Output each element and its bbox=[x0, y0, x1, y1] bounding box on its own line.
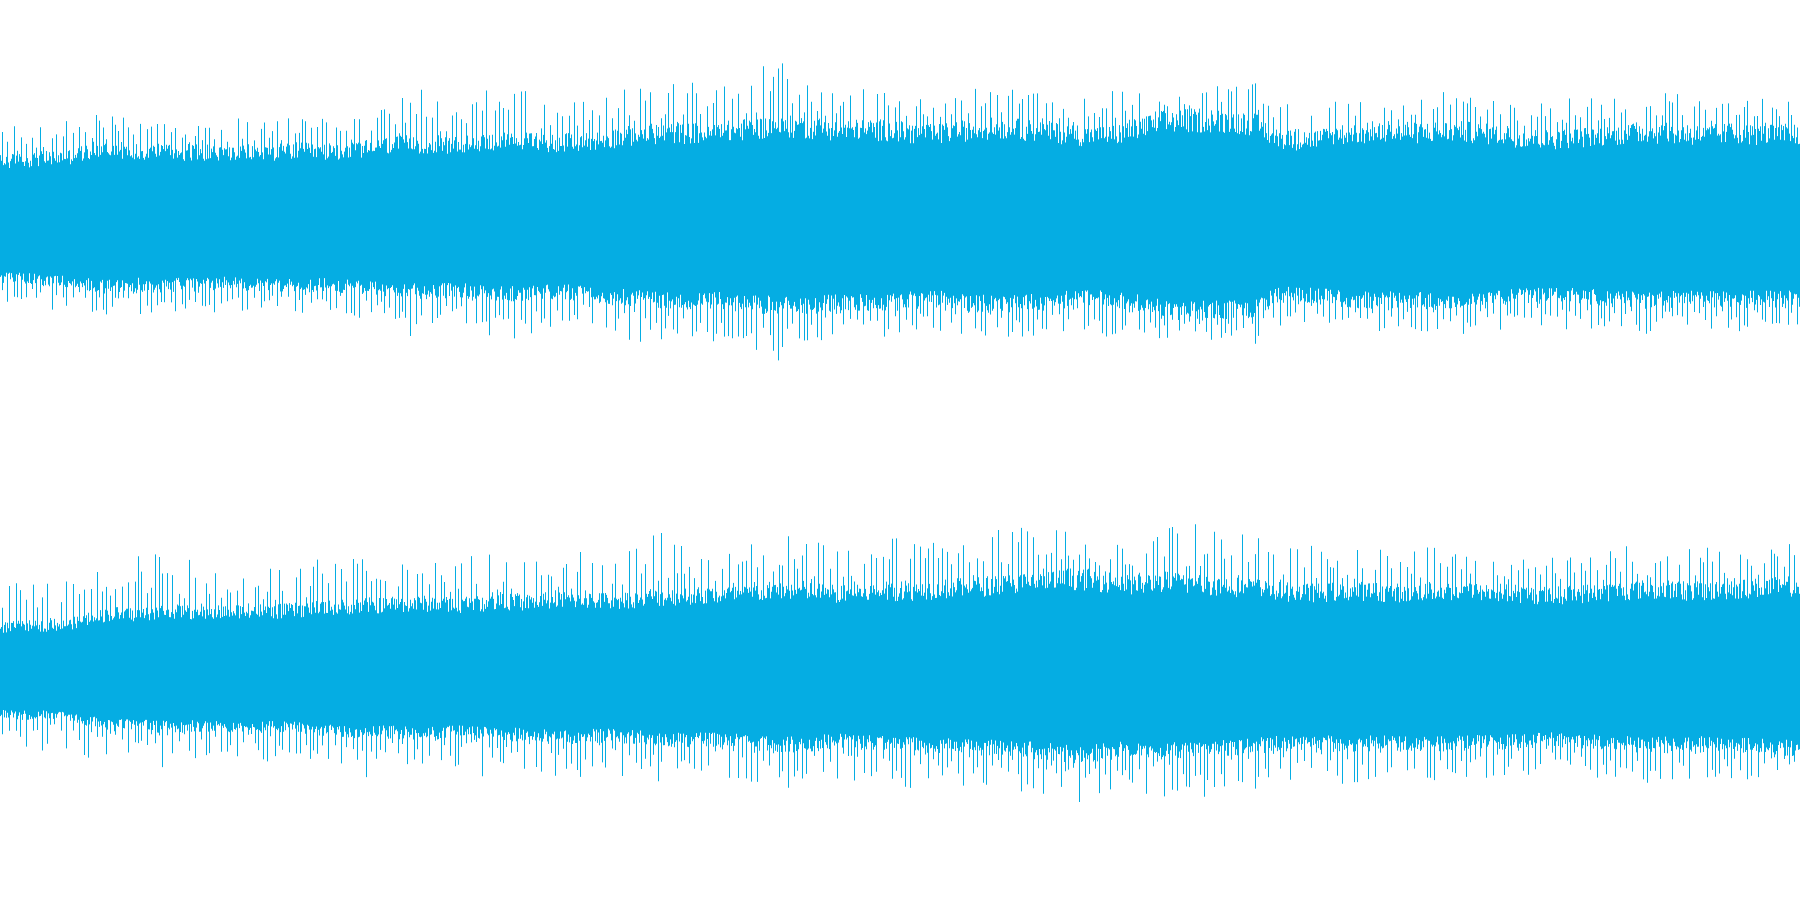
waveform-peaks bbox=[2, 63, 1798, 361]
waveform-channel-2 bbox=[0, 524, 1800, 802]
waveform-peaks bbox=[2, 524, 1795, 802]
waveform-channel-1 bbox=[0, 63, 1800, 361]
